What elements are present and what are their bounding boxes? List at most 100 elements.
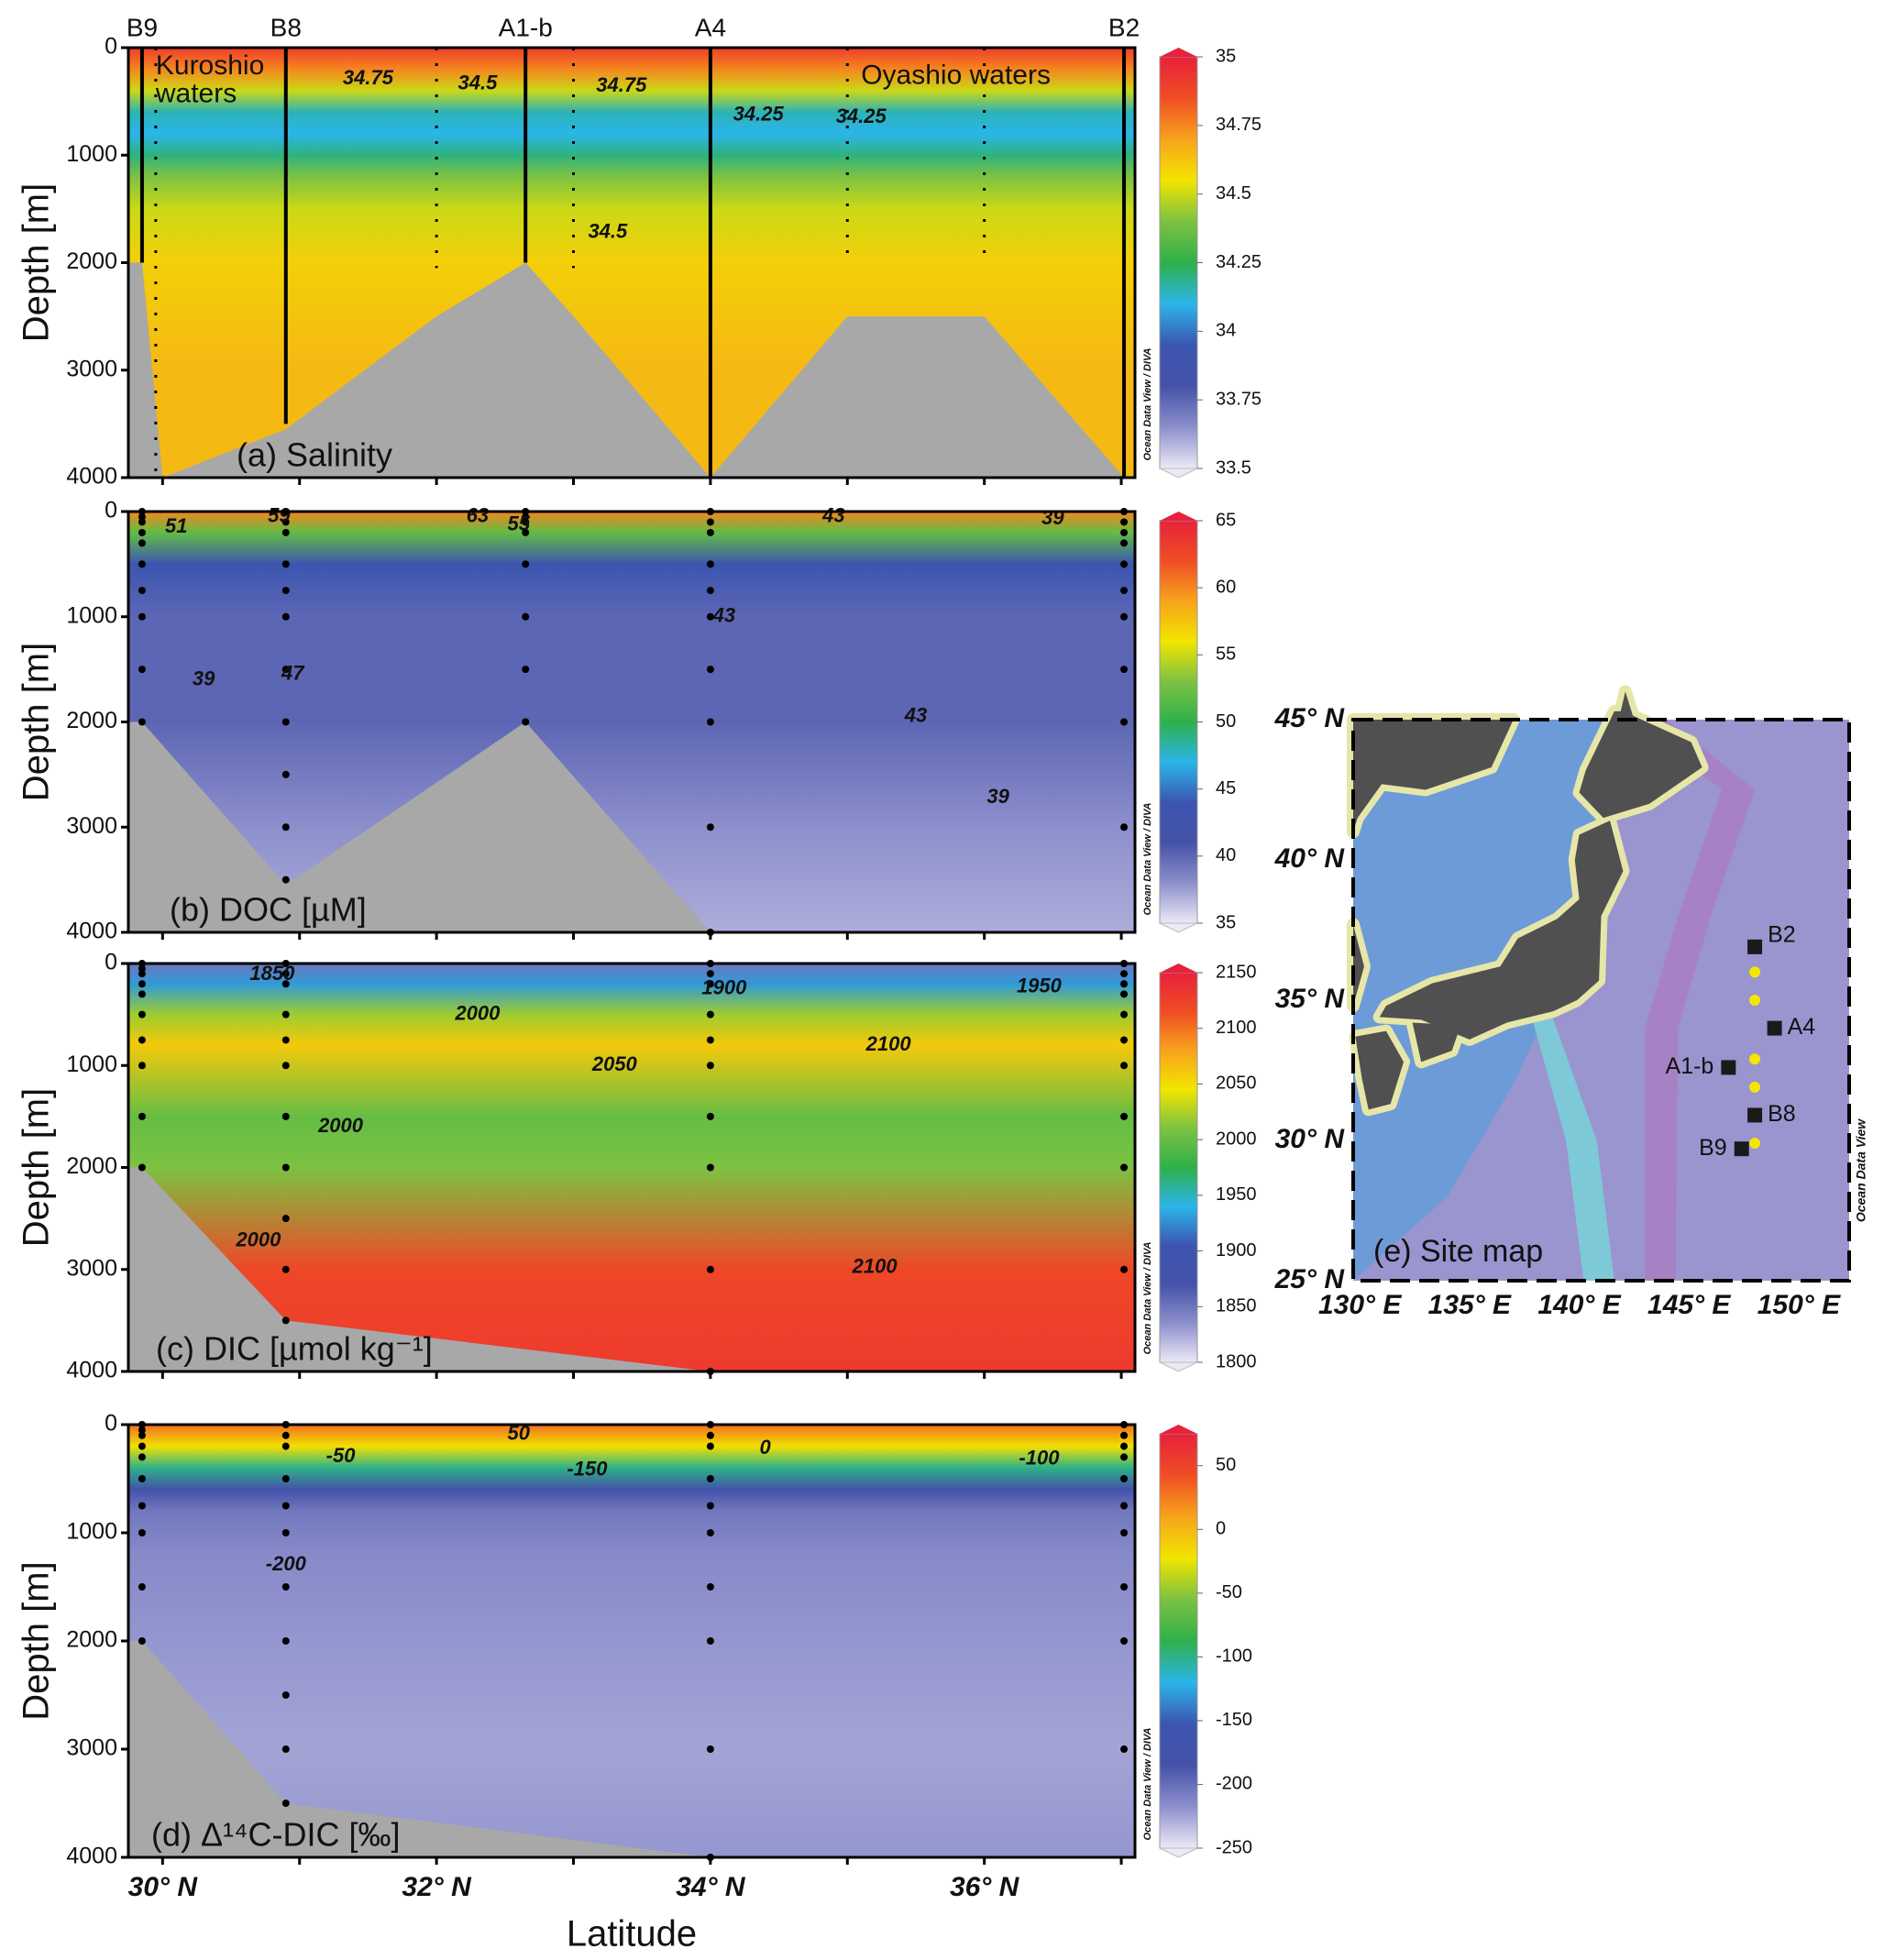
- sample-dot: [706, 518, 714, 526]
- sample-dot: [1120, 1163, 1129, 1172]
- y-axis-label: Depth [m]: [17, 643, 57, 801]
- colorbar-cap: [1160, 48, 1197, 57]
- sample-dot: [281, 1442, 290, 1450]
- colorbar-label: -50: [1216, 1582, 1242, 1602]
- colorbar-cap: [1159, 468, 1198, 479]
- colorbar-label: 2050: [1216, 1074, 1257, 1094]
- sample-dot: [281, 587, 290, 595]
- colorbar-label: 35: [1216, 46, 1236, 66]
- sample-dot: [138, 1036, 146, 1044]
- sample-dot: [281, 980, 290, 988]
- colorbar-label: 2150: [1216, 962, 1257, 982]
- sample-dot: [138, 666, 146, 674]
- colorbar-label: 55: [1216, 644, 1236, 665]
- panel-title: (d) Δ¹⁴C-DIC [‰]: [151, 1816, 401, 1854]
- colorbar-cap: [1160, 963, 1197, 973]
- sample-dot: [281, 1316, 290, 1325]
- sample-dot: [281, 823, 290, 831]
- colorbar-label: 45: [1216, 778, 1236, 798]
- y-axis-label: Depth [m]: [17, 1561, 57, 1720]
- sample-dot: [1120, 518, 1129, 526]
- sample-dot: [1120, 528, 1129, 536]
- colorbar-label: 33.5: [1216, 457, 1251, 478]
- colorbar-label: 34: [1216, 321, 1236, 341]
- colorbar-label: 34.5: [1216, 183, 1251, 204]
- y-tick-label: 30° N: [1275, 1124, 1346, 1154]
- sample-dot: [138, 990, 146, 998]
- x-tick-label: 140° E: [1537, 1290, 1621, 1320]
- panel-title: (c) DIC [µmol kg⁻¹]: [156, 1330, 433, 1368]
- sample-dot: [281, 1529, 290, 1536]
- sample-dot: [138, 512, 146, 521]
- colorbar-cap: [1159, 1847, 1198, 1858]
- contour-label: 2000: [454, 1001, 501, 1024]
- sample-dot: [281, 875, 290, 884]
- sample-dot: [1120, 990, 1129, 998]
- sample-dot: [1120, 1431, 1129, 1439]
- map-frame: [1351, 718, 1851, 1283]
- sample-dot: [281, 1215, 290, 1223]
- y-tick-label: 0: [105, 498, 117, 523]
- sample-dot: [706, 1529, 714, 1536]
- sample-dot: [1120, 1529, 1129, 1536]
- colorbar-label: -100: [1216, 1646, 1252, 1667]
- sample-dot: [281, 528, 290, 536]
- contour-label: 2000: [317, 1114, 364, 1137]
- sample-dot: [138, 1010, 146, 1019]
- x-tick-label: 130° E: [1318, 1290, 1402, 1320]
- contour-label: 47: [281, 662, 305, 685]
- panel-title: (e) Site map: [1373, 1234, 1543, 1269]
- contour-label: 2050: [591, 1052, 638, 1075]
- panel-title: (a) Salinity: [237, 436, 392, 474]
- sample-dot: [1120, 560, 1129, 568]
- sample-dot: [281, 518, 290, 526]
- contour-label: 34.75: [343, 66, 394, 89]
- sample-dot: [1120, 1745, 1129, 1753]
- sample-dot: [522, 518, 530, 526]
- colorbar-label: 34.75: [1216, 115, 1261, 135]
- side-note: Ocean Data View / DIVA: [1142, 1728, 1153, 1841]
- land: [1353, 924, 1364, 1007]
- extra-site: [1749, 1053, 1761, 1065]
- sample-dot: [706, 528, 714, 536]
- sample-dot: [706, 970, 714, 978]
- contour-label: 39: [986, 785, 1009, 808]
- sample-dot: [1120, 980, 1129, 988]
- contour-label: 34.25: [733, 103, 785, 126]
- sample-dot: [281, 1163, 290, 1172]
- colorbar: [1159, 1433, 1198, 1849]
- station-name: A4: [695, 13, 726, 41]
- station-marker: [1721, 1060, 1736, 1075]
- sample-dot: [706, 1475, 714, 1482]
- sample-dot: [138, 1163, 146, 1172]
- contour-label: 2100: [865, 1032, 912, 1055]
- annotation: Oyashio waters: [861, 61, 1051, 91]
- sample-dot: [522, 528, 530, 536]
- seafloor: [128, 262, 1125, 478]
- contour-label: 2100: [852, 1254, 898, 1277]
- colorbar-label: -200: [1216, 1774, 1252, 1794]
- sample-dot: [522, 512, 530, 521]
- sample-dot: [706, 1637, 714, 1645]
- sample-dot: [138, 1583, 146, 1591]
- sample-dot: [138, 1637, 146, 1645]
- sample-dot: [281, 1800, 290, 1807]
- station-marker: [1747, 939, 1763, 954]
- colorbar-label: 40: [1216, 845, 1236, 865]
- x-tick-label: 30° N: [128, 1872, 199, 1902]
- sample-dot: [706, 1431, 714, 1439]
- sample-dot: [522, 612, 530, 621]
- sample-dot: [281, 612, 290, 621]
- side-note: Ocean Data View: [1854, 1118, 1868, 1222]
- x-tick-label: 36° N: [950, 1872, 1020, 1902]
- sample-dot: [1120, 1062, 1129, 1070]
- colorbar-label: 1950: [1216, 1184, 1257, 1205]
- sample-dot: [706, 612, 714, 621]
- station-name: B8: [1768, 1101, 1796, 1127]
- x-axis-label: Latitude: [567, 1914, 697, 1954]
- sample-dot: [138, 612, 146, 621]
- trench: [1627, 720, 1756, 1281]
- land: [1379, 820, 1624, 1040]
- extra-site: [1749, 1138, 1761, 1150]
